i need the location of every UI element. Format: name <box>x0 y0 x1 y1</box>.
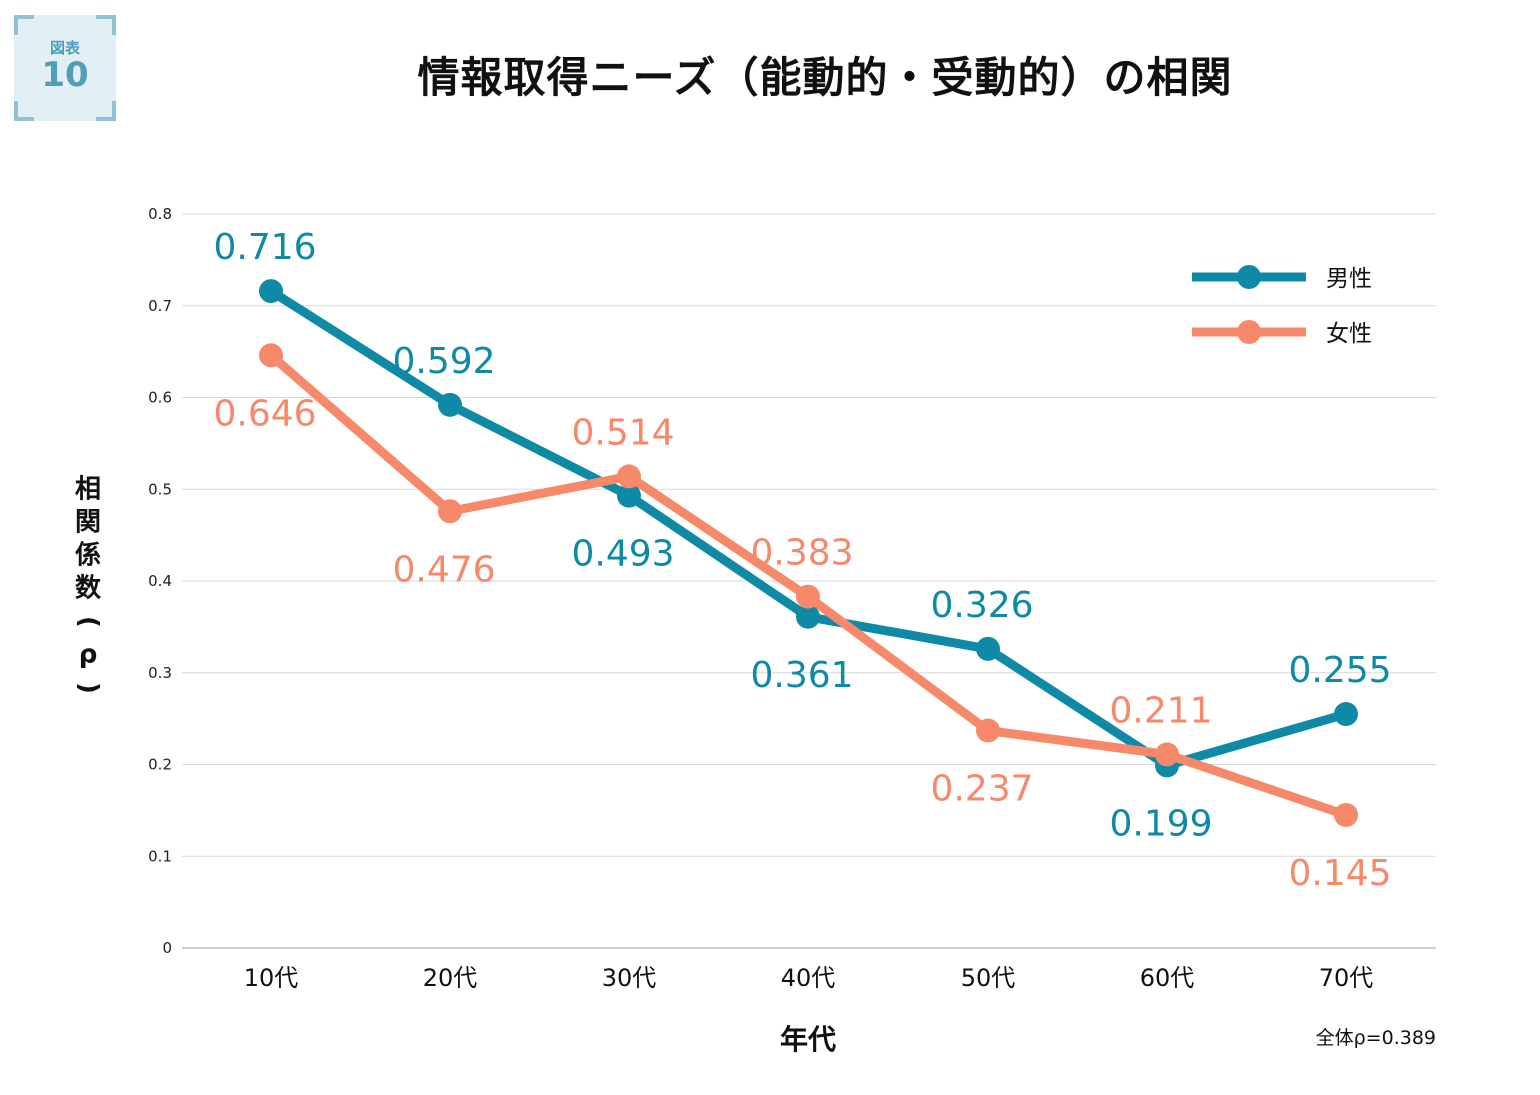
y-axis-label-char: ( <box>74 616 104 628</box>
data-point <box>438 392 462 417</box>
y-axis-label-char: 関 <box>75 508 101 538</box>
y-tick-label: 0.7 <box>148 297 172 315</box>
data-label: 0.383 <box>750 533 853 574</box>
data-point <box>976 718 1000 743</box>
data-label: 0.592 <box>392 341 495 382</box>
y-axis-ticks: 0 0.1 0.2 0.3 0.4 0.5 0.6 0.7 0.8 <box>148 205 172 957</box>
data-point <box>1334 802 1358 827</box>
data-label: 0.361 <box>750 655 853 696</box>
data-label: 0.237 <box>930 769 1033 810</box>
data-label: 0.145 <box>1288 853 1391 894</box>
legend-label: 男性 <box>1326 266 1372 292</box>
data-point <box>976 636 1000 661</box>
y-axis-label-char: ) <box>74 682 104 694</box>
x-tick-label: 70代 <box>1319 964 1374 992</box>
data-labels: 0.716 0.592 0.493 0.361 0.326 0.199 0.255 0.646… <box>213 227 1391 894</box>
y-axis-label-char: 数 <box>75 574 102 604</box>
y-axis-label-char: 相 <box>75 475 101 505</box>
data-point <box>617 483 641 508</box>
figure-badge-number: 10 <box>41 55 89 95</box>
x-tick-label: 30代 <box>602 964 657 992</box>
data-point <box>259 343 283 368</box>
overall-rho-note: 全体ρ=0.389 <box>1316 1027 1436 1049</box>
x-tick-label: 10代 <box>244 964 299 992</box>
data-label: 0.326 <box>930 585 1033 626</box>
y-axis-label-char: ρ <box>79 640 98 670</box>
data-label: 0.716 <box>213 227 316 268</box>
x-tick-label: 50代 <box>961 964 1016 992</box>
y-tick-label: 0.6 <box>148 389 172 407</box>
data-label: 0.476 <box>392 549 495 590</box>
y-tick-label: 0.2 <box>148 756 172 774</box>
grid-lines <box>182 213 1436 949</box>
x-tick-label: 60代 <box>1140 964 1195 992</box>
legend-label: 女性 <box>1326 321 1372 347</box>
x-axis-label: 年代 <box>780 1023 836 1056</box>
y-tick-label: 0.8 <box>148 205 172 223</box>
data-point <box>617 464 641 489</box>
data-label: 0.199 <box>1109 803 1212 844</box>
x-axis-ticks: 10代 20代 30代 40代 50代 60代 70代 <box>244 964 1374 992</box>
y-tick-label: 0.5 <box>148 480 172 498</box>
data-label: 0.514 <box>571 412 674 453</box>
y-tick-label: 0.1 <box>148 847 172 865</box>
series-layer <box>259 279 1358 827</box>
y-tick-label: 0 <box>162 939 172 957</box>
data-point <box>796 604 820 629</box>
data-point <box>1155 742 1179 767</box>
x-tick-label: 20代 <box>423 964 478 992</box>
data-label: 0.255 <box>1288 650 1391 691</box>
y-tick-label: 0.4 <box>148 572 172 590</box>
data-label: 0.646 <box>213 393 316 434</box>
x-tick-label: 40代 <box>781 964 836 992</box>
data-point <box>796 584 820 609</box>
legend-swatch-marker <box>1237 320 1261 344</box>
data-label: 0.493 <box>571 534 674 575</box>
chart-title: 情報取得ニーズ（能動的・受動的）の相関 <box>417 53 1233 102</box>
y-axis-label-char: 係 <box>75 541 101 571</box>
data-point <box>259 279 283 304</box>
data-label: 0.211 <box>1109 690 1212 731</box>
data-point <box>438 499 462 524</box>
figure-badge-label: 図表 <box>49 39 80 57</box>
y-tick-label: 0.3 <box>148 664 172 682</box>
data-point <box>1334 702 1358 727</box>
legend-swatch-marker <box>1237 265 1261 289</box>
figure-badge: 図表 10 <box>14 15 116 121</box>
